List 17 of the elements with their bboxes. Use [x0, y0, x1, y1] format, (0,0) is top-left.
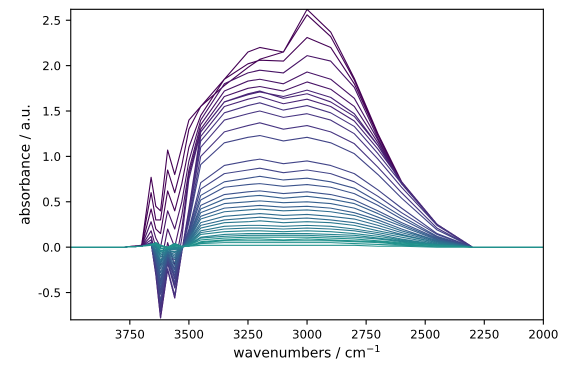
y-tick-label: 0.5 — [43, 197, 60, 206]
y-tick-label: -0.5 — [38, 288, 60, 298]
x-axis-title: wavenumbers / cm$^{−1}$ — [234, 344, 380, 359]
y-tick-label: 1.5 — [44, 106, 60, 116]
x-tick-label: 3250 — [234, 330, 262, 339]
y-axis-title: absorbance / a.u. — [18, 106, 31, 224]
x-tick-label: 2750 — [352, 330, 380, 339]
x-tick-label: 2250 — [470, 330, 499, 339]
x-tick-label: 3000 — [292, 330, 322, 339]
x-tick-label: 3500 — [174, 330, 204, 339]
x-tick-label: 3750 — [116, 330, 144, 339]
x-tick-label: 2000 — [529, 330, 558, 339]
y-tick-label: 2.0 — [43, 61, 60, 70]
x-tick-label: 2500 — [411, 330, 440, 339]
y-tick-label: 2.5 — [43, 16, 60, 25]
y-tick-label: 1.0 — [44, 152, 60, 162]
y-tick-label: 0.0 — [43, 242, 60, 252]
